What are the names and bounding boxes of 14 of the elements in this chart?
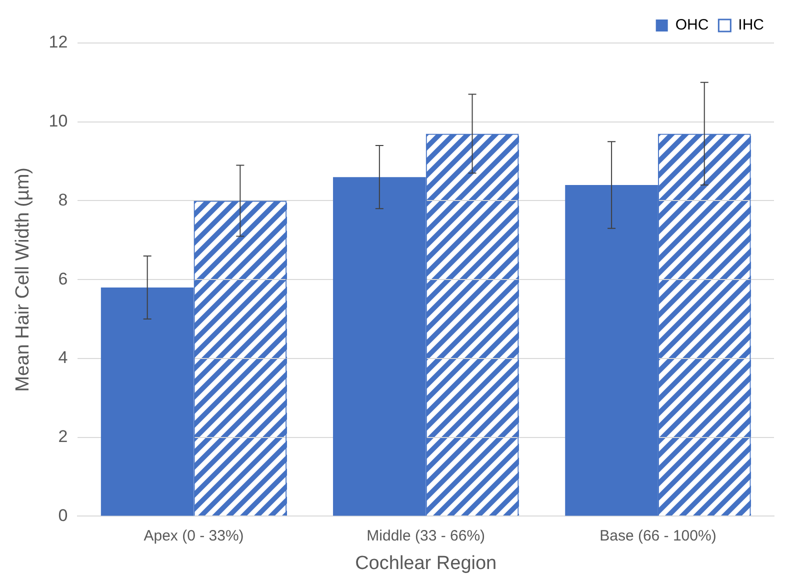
legend-label: IHC [738, 16, 764, 34]
y-tick-label: 4 [58, 348, 68, 368]
y-tick-label: 2 [58, 427, 68, 446]
x-tick-label: Apex (0 - 33%) [144, 527, 244, 544]
x-tick-label: Base (66 - 100%) [600, 527, 716, 544]
y-tick-label: 0 [58, 506, 68, 525]
y-tick-label: 6 [58, 269, 68, 288]
y-tick-label: 8 [58, 190, 68, 210]
x-axis-title: Cochlear Region [355, 552, 497, 574]
y-axis-title: Mean Hair Cell Width (µm) [12, 167, 34, 392]
y-tick-label: 12 [48, 32, 68, 52]
legend-label: OHC [675, 16, 709, 34]
x-tick-label: Middle (33 - 66%) [366, 527, 486, 544]
y-tick-label: 10 [48, 112, 68, 131]
